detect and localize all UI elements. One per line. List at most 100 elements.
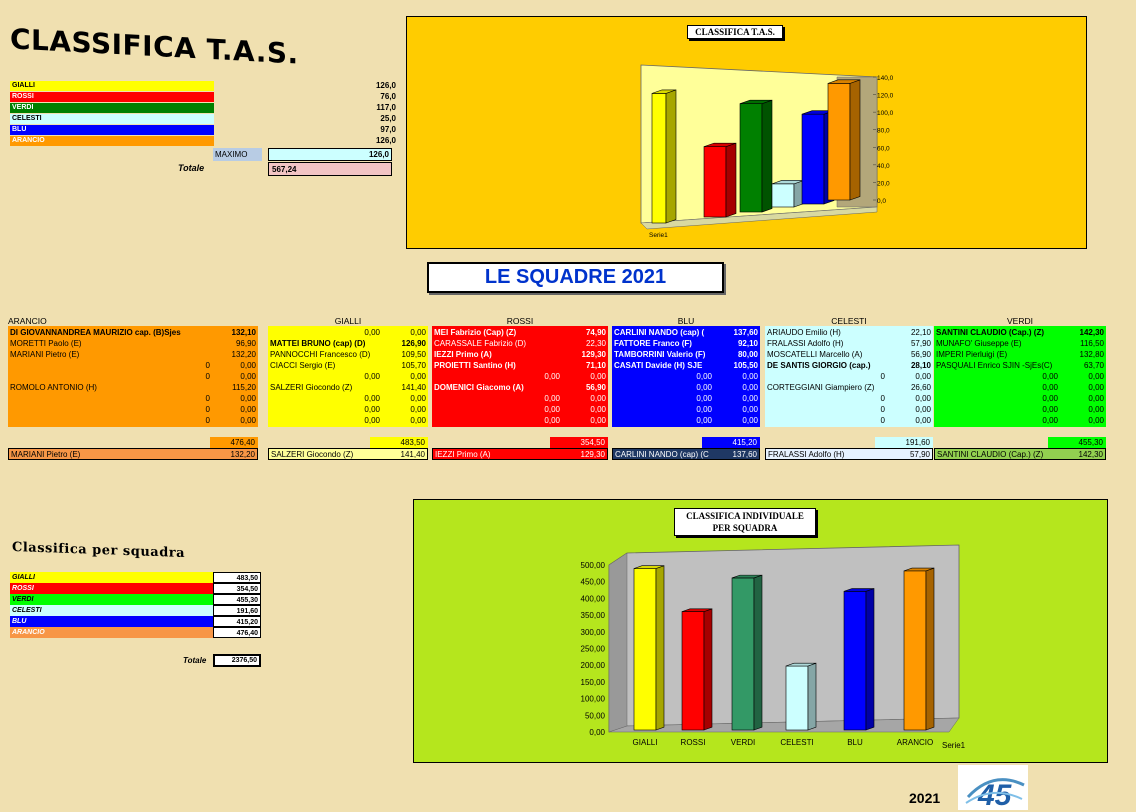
totale-label: Totale (178, 163, 205, 173)
best-member-name: SALZERI Giocondo (Z) (271, 450, 354, 459)
team-member-row: PANNOCCHI Francesco (D) 109,50 (270, 349, 426, 360)
team-member-row: 0,00 0,00 (434, 415, 606, 426)
member-name: 0,00 (364, 394, 380, 403)
chart-tas-tick: 60,0 (877, 145, 890, 152)
best-member-name: MARIANI Pietro (E) (11, 450, 81, 459)
squadra-row-label: BLU (10, 616, 213, 627)
chart-individuale-title: CLASSIFICA INDIVIDUALE PER SQUADRA (674, 508, 816, 536)
chart-ind-tick: 0,00 (589, 728, 605, 737)
member-name: DE SANTIS GIORGIO (cap.) (767, 361, 871, 370)
logo-45-icon: 45 (958, 765, 1028, 812)
team-members: 0,00 0,00 MATTEI BRUNO (cap) (D) 126,90 PANN… (268, 326, 428, 427)
classifica-squadra-table: GIALLI 483,50 ROSSI 354,50 VERDI 455,30 CELEST… (10, 572, 261, 638)
team-members: MEI Fabrizio (Cap) (Z) 74,90 CARASSALE Fab… (432, 326, 608, 427)
member-score: 0,00 (742, 394, 758, 403)
team-member-row: 0,00 0,00 (936, 382, 1104, 393)
tas-row: ROSSI 76,0 (10, 92, 396, 103)
best-member-name: SANTINI CLAUDIO (Cap.) (Z) (937, 450, 1044, 459)
chart-ind-tick: 400,00 (581, 594, 606, 603)
member-score: 0,00 (410, 328, 426, 337)
squadra-row-value: 483,50 (213, 572, 261, 583)
chart-tas-bar (703, 142, 737, 218)
team-header: ARANCIO (8, 316, 47, 326)
chart-ind-bar (903, 567, 935, 731)
chart-ind-tick: 300,00 (581, 628, 606, 637)
team-header: GIALLI (334, 316, 362, 326)
squadra-row-label: ARANCIO (10, 627, 213, 638)
classifica-squadra-title: Classifica per squadra (12, 539, 186, 562)
member-score: 116,50 (1080, 339, 1104, 348)
chart-ind-tick: 150,00 (581, 678, 606, 687)
squadra-row-label: ROSSI (10, 583, 213, 594)
member-score: 56,90 (910, 350, 931, 359)
best-member-score: 141,40 (400, 450, 425, 459)
team-arancio: ARANCIO DI GIOVANNANDREA MAURIZIO cap. (B… (8, 316, 258, 460)
member-score: 0,00 (742, 416, 758, 425)
team-member-row: PASQUALI Enrico SJIN -SjEs(C) 63,70 (936, 360, 1104, 371)
team-member-row: 0,00 0,00 (614, 382, 758, 393)
best-member-score: 57,90 (909, 450, 930, 459)
member-name: PANNOCCHI Francesco (D) (270, 350, 371, 359)
team-member-row: 0,00 0,00 (270, 415, 426, 426)
team-member-row: ARIAUDO Emilio (H) 22,10 (767, 327, 931, 338)
squadra-row-label: VERDI (10, 594, 213, 605)
member-score: 56,90 (585, 383, 606, 392)
chart-tas-tick: 140,0 (877, 75, 894, 82)
member-score: 0,00 (240, 405, 256, 414)
maximo-label: MAXIMO (213, 148, 262, 161)
squadra-row: CELESTI 191,60 (10, 605, 261, 616)
member-score: 129,30 (581, 350, 606, 359)
classifica-totale-value: 2376,50 (213, 654, 261, 667)
chart-ind-bar (681, 608, 713, 731)
team-best-row: SANTINI CLAUDIO (Cap.) (Z) 142,30 (934, 448, 1106, 460)
team-member-row: SALZERI Giocondo (Z) 141,40 (270, 382, 426, 393)
team-member-row: FRALASSI Adolfo (H) 57,90 (767, 338, 931, 349)
team-total: 476,40 (210, 437, 258, 448)
chart-tas-bar (739, 99, 773, 213)
team-member-row: FATTORE Franco (F) 92,10 (614, 338, 758, 349)
team-member-row: IEZZI Primo (A) 129,30 (434, 349, 606, 360)
best-member-name: IEZZI Primo (A) (435, 450, 491, 459)
member-name: DOMENICI Giacomo (A) (434, 383, 524, 392)
team-member-row: 0,00 0,00 (936, 415, 1104, 426)
best-member-score: 132,20 (230, 450, 255, 459)
team-member-row: CASATI Davide (H) SJE 105,50 (614, 360, 758, 371)
team-members: DI GIOVANNANDREA MAURIZIO cap. (B)Sjes 13… (8, 326, 258, 427)
team-member-row: 0,00 0,00 (936, 393, 1104, 404)
tas-row: CELESTI 25,0 (10, 114, 396, 125)
member-score: 71,10 (585, 361, 606, 370)
team-member-row: 0 0,00 (10, 404, 256, 415)
team-member-row: MATTEI BRUNO (cap) (D) 126,90 (270, 338, 426, 349)
member-name: 0 (880, 372, 885, 381)
member-score: 74,90 (585, 328, 606, 337)
member-score: 0,00 (410, 394, 426, 403)
member-name: DI GIOVANNANDREA MAURIZIO cap. (B)Sjes (10, 328, 181, 337)
member-score: 0,00 (742, 405, 758, 414)
team-member-row: DI GIOVANNANDREA MAURIZIO cap. (B)Sjes 13… (10, 327, 256, 338)
member-score: 0,00 (915, 416, 931, 425)
team-member-row: 0,00 0,00 (936, 371, 1104, 382)
chart-tas-tick: 100,0 (877, 110, 894, 117)
member-score: 0,00 (410, 372, 426, 381)
team-rossi: ROSSI MEI Fabrizio (Cap) (Z) 74,90 CARASSAL… (432, 316, 608, 460)
member-name: IMPERI Pierluigi (E) (936, 350, 1008, 359)
team-member-row: 0,00 0,00 (614, 393, 758, 404)
tas-row-value: 126,0 (375, 136, 396, 145)
chart-ind-tick: 200,00 (581, 661, 606, 670)
chart-tas-tick: 80,0 (877, 128, 890, 135)
chart-ind-tick: 350,00 (581, 611, 606, 620)
tas-row-label: GIALLI (10, 81, 214, 91)
chart-tas-series-label: Serie1 (649, 232, 668, 239)
team-member-row: MUNAFO' Giuseppe (E) 116,50 (936, 338, 1104, 349)
chart-individuale-panel: CLASSIFICA INDIVIDUALE PER SQUADRA 500,0… (413, 499, 1108, 763)
chart-individuale-title-line1: CLASSIFICA INDIVIDUALE (686, 511, 804, 521)
chart-ind-tick: 450,00 (581, 578, 606, 587)
member-name: FRALASSI Adolfo (H) (767, 339, 844, 348)
team-member-row: 0,00 0,00 (270, 404, 426, 415)
tas-row-label: CELESTI (10, 114, 214, 124)
member-name: CASATI Davide (H) SJE (614, 361, 703, 370)
team-total: 354,50 (550, 437, 608, 448)
member-name: 0,00 (544, 405, 560, 414)
team-header: VERDI (1007, 316, 1033, 326)
member-name: 0,00 (364, 405, 380, 414)
